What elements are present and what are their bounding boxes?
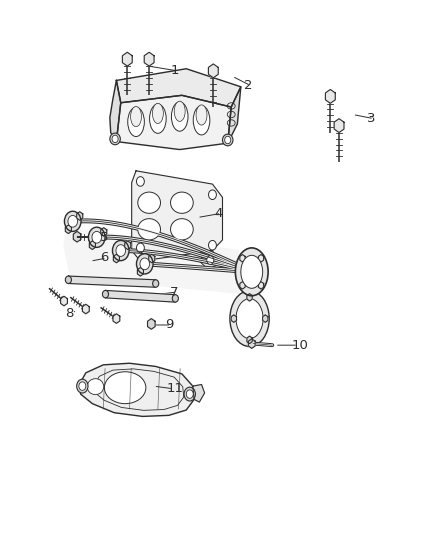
Circle shape xyxy=(137,243,145,253)
Polygon shape xyxy=(228,87,241,143)
Ellipse shape xyxy=(170,219,193,240)
Ellipse shape xyxy=(138,219,160,240)
Polygon shape xyxy=(68,276,156,287)
Ellipse shape xyxy=(170,192,193,213)
Ellipse shape xyxy=(110,133,120,145)
Polygon shape xyxy=(148,319,155,329)
Polygon shape xyxy=(247,336,252,344)
Polygon shape xyxy=(79,364,194,416)
Polygon shape xyxy=(325,90,335,103)
Circle shape xyxy=(152,280,159,287)
Polygon shape xyxy=(125,241,131,249)
Text: 1: 1 xyxy=(171,64,180,77)
Polygon shape xyxy=(248,339,255,349)
Polygon shape xyxy=(73,231,81,242)
Ellipse shape xyxy=(138,192,160,213)
Ellipse shape xyxy=(171,102,188,131)
Text: 2: 2 xyxy=(244,79,253,92)
Ellipse shape xyxy=(92,231,102,243)
Polygon shape xyxy=(263,315,268,322)
Circle shape xyxy=(208,240,216,250)
Polygon shape xyxy=(65,225,71,233)
Polygon shape xyxy=(199,251,220,269)
Ellipse shape xyxy=(152,103,163,124)
Circle shape xyxy=(102,290,109,298)
Polygon shape xyxy=(113,314,120,324)
Ellipse shape xyxy=(140,258,150,270)
Ellipse shape xyxy=(241,255,263,288)
Ellipse shape xyxy=(131,107,141,127)
Circle shape xyxy=(172,295,178,302)
Polygon shape xyxy=(122,52,132,66)
Polygon shape xyxy=(149,254,155,263)
Text: 3: 3 xyxy=(367,112,376,125)
Polygon shape xyxy=(110,80,121,142)
Circle shape xyxy=(225,136,231,144)
Polygon shape xyxy=(231,315,237,322)
Circle shape xyxy=(137,176,145,186)
Polygon shape xyxy=(113,254,120,263)
Ellipse shape xyxy=(128,107,145,136)
Polygon shape xyxy=(193,384,205,402)
Polygon shape xyxy=(117,69,241,107)
Text: 6: 6 xyxy=(100,252,109,264)
Ellipse shape xyxy=(77,379,88,393)
Text: 8: 8 xyxy=(65,307,74,320)
Ellipse shape xyxy=(223,134,233,146)
Polygon shape xyxy=(101,228,107,236)
Ellipse shape xyxy=(184,387,195,401)
Polygon shape xyxy=(258,281,264,289)
Text: 11: 11 xyxy=(166,382,184,395)
Ellipse shape xyxy=(137,254,153,274)
Polygon shape xyxy=(247,294,252,301)
Ellipse shape xyxy=(196,105,207,125)
Ellipse shape xyxy=(236,298,263,338)
Circle shape xyxy=(65,276,71,284)
Ellipse shape xyxy=(235,248,268,296)
Ellipse shape xyxy=(113,240,129,261)
Polygon shape xyxy=(258,255,264,262)
Circle shape xyxy=(186,390,193,398)
Circle shape xyxy=(207,256,214,264)
Polygon shape xyxy=(132,171,223,261)
Ellipse shape xyxy=(64,211,81,231)
Ellipse shape xyxy=(116,245,126,256)
Polygon shape xyxy=(208,64,218,78)
Ellipse shape xyxy=(174,101,185,122)
Text: 10: 10 xyxy=(291,338,308,352)
Text: 5: 5 xyxy=(100,231,109,244)
Polygon shape xyxy=(60,296,67,306)
Ellipse shape xyxy=(68,215,78,227)
Circle shape xyxy=(79,382,86,390)
Ellipse shape xyxy=(193,106,210,135)
Polygon shape xyxy=(77,212,83,220)
Ellipse shape xyxy=(230,290,269,346)
Text: 7: 7 xyxy=(170,286,179,298)
Polygon shape xyxy=(89,241,95,249)
Polygon shape xyxy=(144,52,154,66)
Ellipse shape xyxy=(150,104,166,133)
Polygon shape xyxy=(82,304,89,314)
Polygon shape xyxy=(138,268,143,276)
Polygon shape xyxy=(105,290,176,302)
Circle shape xyxy=(112,135,118,143)
Text: 4: 4 xyxy=(215,207,223,220)
Ellipse shape xyxy=(104,372,146,403)
Polygon shape xyxy=(64,213,239,293)
Ellipse shape xyxy=(87,378,104,394)
Circle shape xyxy=(208,190,216,199)
Polygon shape xyxy=(240,255,245,262)
Text: 9: 9 xyxy=(165,319,173,332)
Polygon shape xyxy=(240,281,245,289)
Polygon shape xyxy=(117,95,231,150)
Ellipse shape xyxy=(88,227,105,247)
Polygon shape xyxy=(334,119,344,133)
